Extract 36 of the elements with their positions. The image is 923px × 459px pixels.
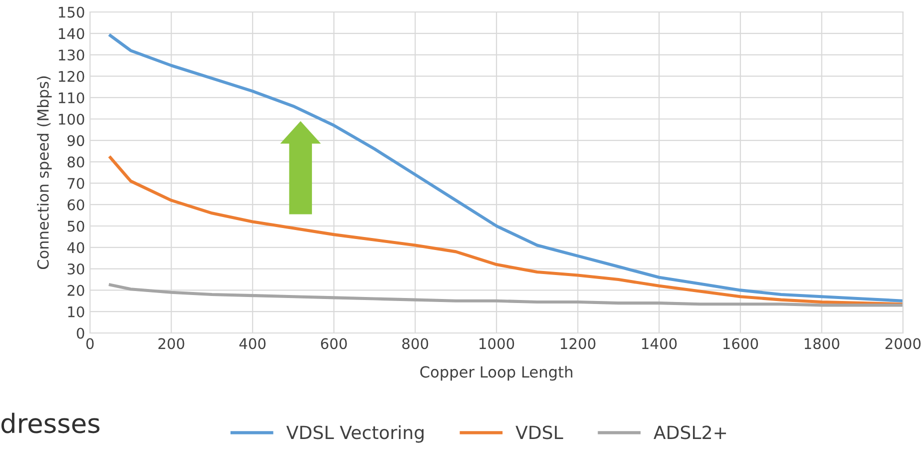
y-tick-label: 20 [68, 284, 84, 296]
y-tick-label: 10 [68, 306, 84, 318]
legend-label: ADSL2+ [654, 426, 726, 440]
x-tick-label: 200 [158, 338, 184, 350]
x-tick-label: 2000 [886, 338, 921, 350]
line-series [108, 156, 903, 306]
y-tick-label: 90 [68, 135, 84, 146]
y-tick-label: 80 [68, 156, 84, 168]
line-series [108, 34, 903, 302]
y-tick-label: 130 [58, 50, 84, 61]
y-axis-title: Connection speed (Mbps) [36, 76, 52, 270]
legend-label: VDSL [516, 426, 564, 440]
x-tick-label: 1600 [723, 338, 758, 350]
y-tick-label: 100 [58, 114, 84, 125]
x-tick-label: 600 [321, 338, 347, 350]
y-tick-label: 40 [67, 242, 84, 254]
x-tick-label: 1800 [804, 338, 840, 350]
y-tick-label: 110 [58, 92, 84, 104]
y-tick-label: 30 [68, 264, 84, 275]
x-tick-label: 1200 [560, 338, 596, 350]
text: dresses [1, 412, 100, 434]
x-tick-label: 1000 [480, 338, 514, 350]
y-tick-label: 70 [68, 178, 84, 189]
y-tick-label: 60 [68, 199, 84, 210]
x-tick-label: 0 [86, 338, 94, 350]
x-tick-label: 400 [239, 338, 266, 350]
x-tick-label: 1400 [642, 338, 677, 350]
y-tick-label: 120 [58, 70, 84, 82]
y-tick-label: 150 [58, 6, 84, 18]
y-tick-label: 140 [58, 28, 84, 40]
y-tick-label: 50 [68, 220, 84, 232]
x-tick-label: 800 [402, 338, 428, 350]
line-series [108, 283, 903, 307]
x-axis-title: Copper Loop Length [420, 366, 572, 381]
y-tick-label: 0 [76, 328, 84, 339]
legend-label: VDSL Vectoring [286, 425, 424, 443]
